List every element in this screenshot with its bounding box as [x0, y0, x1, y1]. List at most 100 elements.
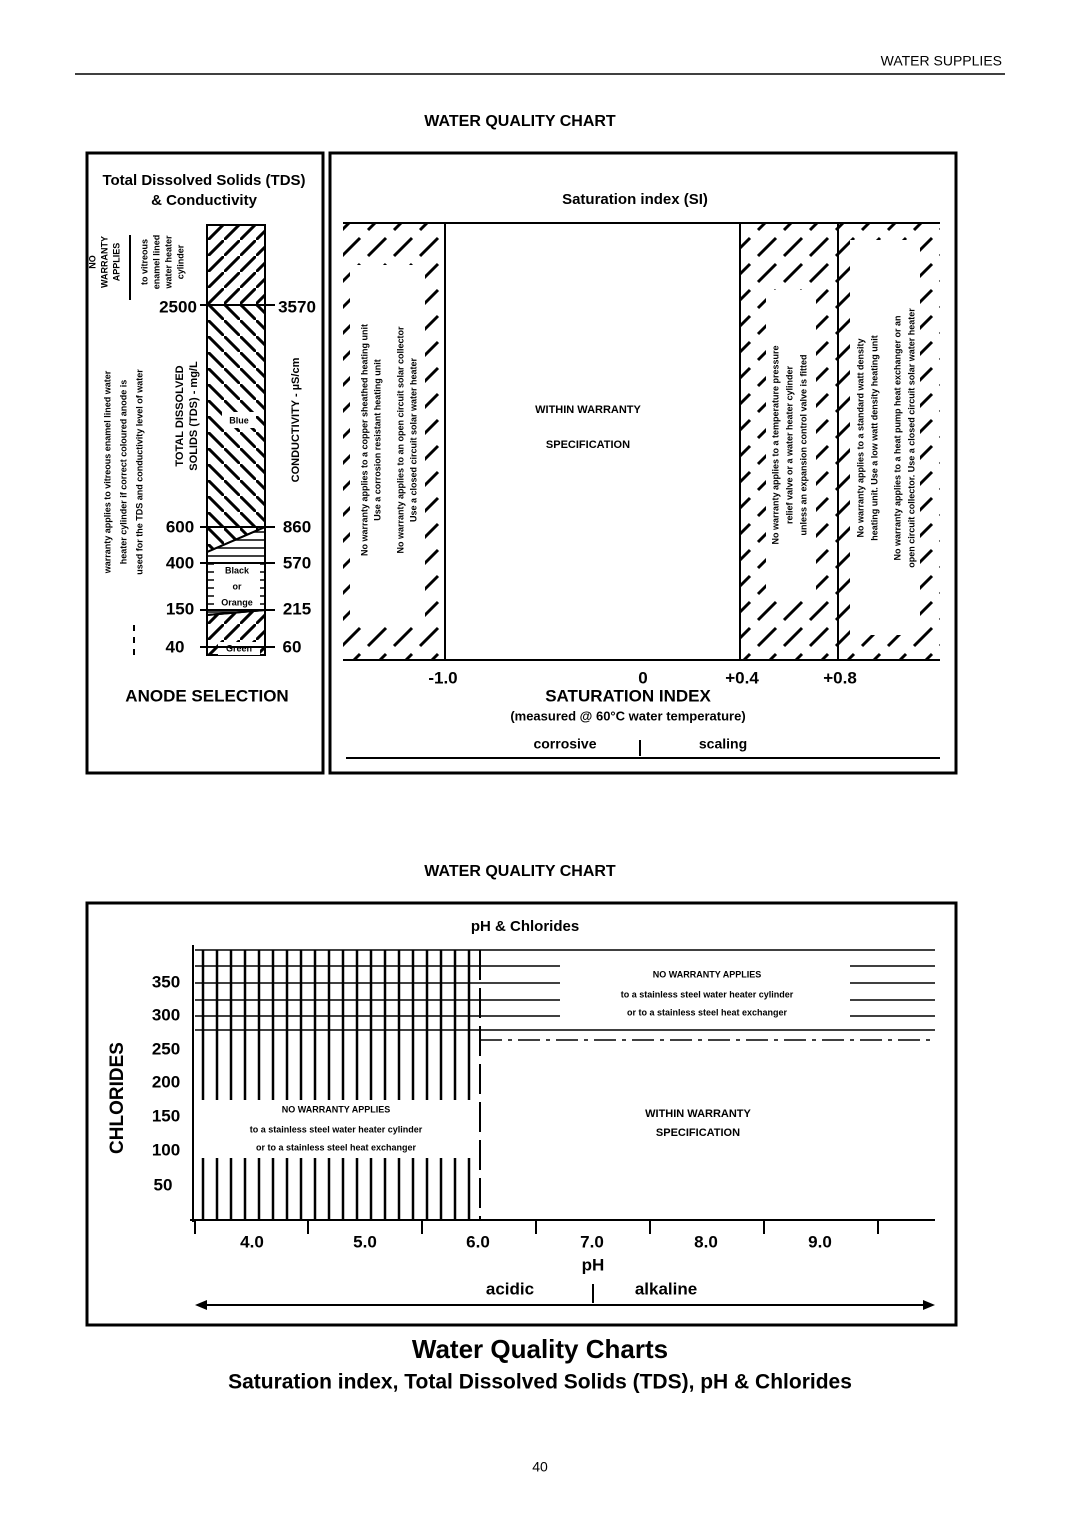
cond-tick: 215 [283, 599, 311, 618]
zone-note: No warranty applies to a heat pump heat … [892, 315, 902, 560]
panel-title: pH & Chlorides [471, 918, 579, 935]
no-warranty-note: NO [87, 255, 97, 269]
zone-note: No warranty applies to an open circuit s… [395, 326, 405, 554]
x-tick: 6.0 [466, 1232, 490, 1251]
label-bg [222, 412, 256, 428]
anode-label: Blue [229, 415, 249, 425]
cond-tick: 860 [283, 517, 311, 536]
si-chart: Saturation index (SI) No warranty applie… [343, 191, 940, 759]
zone-note: Use a corrosion resistant heating unit [372, 359, 382, 521]
tds-tick: 400 [166, 553, 194, 572]
zone-label: NO WARRANTY APPLIES [653, 969, 762, 979]
direction-label: scaling [699, 736, 747, 752]
si-tick: 0 [638, 668, 647, 687]
label-bg [850, 240, 920, 635]
zone-label: or to a stainless steel heat exchanger [627, 1007, 788, 1017]
warranty-note: warranty applies to vitreous enamel line… [102, 370, 112, 574]
cond-tick: 60 [283, 637, 302, 656]
label-bg [214, 562, 260, 610]
label-bg [766, 290, 816, 600]
zone-label: to a stainless steel water heater cylind… [250, 1124, 423, 1134]
zone-note: unless an expansion control valve is fit… [798, 354, 808, 535]
tds-axis-label: TOTAL DISSOLVED [174, 365, 186, 466]
chart-title: WATER QUALITY CHART [424, 863, 616, 880]
zone-note: No warranty applies to a standard watt d… [855, 338, 865, 537]
arrow-head [923, 1300, 935, 1310]
label-bg [560, 965, 850, 1025]
no-warranty-zone [195, 950, 480, 1220]
y-tick: 300 [152, 1005, 180, 1024]
panel-footer: ANODE SELECTION [125, 686, 288, 705]
label-bg [200, 1100, 472, 1158]
si-tick: +0.8 [823, 668, 857, 687]
tds-tick: 600 [166, 517, 194, 536]
direction-label: alkaline [635, 1279, 697, 1298]
page-number: 40 [532, 1459, 548, 1475]
si-panel [328, 151, 958, 775]
panel-title: Total Dissolved Solids (TDS) [102, 172, 305, 189]
axis-note: (measured @ 60°C water temperature) [510, 708, 745, 723]
blue-anode-zone [206, 304, 266, 554]
axis-title: SATURATION INDEX [545, 686, 711, 705]
y-tick: 100 [152, 1140, 180, 1159]
anode-label: Green [226, 643, 252, 653]
cond-tick: 3570 [278, 297, 316, 316]
anode-label: or [233, 581, 242, 591]
x-tick: 5.0 [353, 1232, 377, 1251]
zone-label: SPECIFICATION [656, 1127, 740, 1139]
label-bg [218, 642, 260, 655]
tds-tick: 150 [166, 599, 194, 618]
y-tick: 350 [152, 972, 180, 991]
no-warranty-note: enamel lined [151, 235, 161, 290]
x-axis-title: pH [582, 1255, 605, 1274]
y-tick: 250 [152, 1039, 180, 1058]
direction-label: corrosive [533, 736, 596, 752]
zone-note: open circuit collector. Use a closed cir… [906, 308, 916, 568]
warranty-note: used for the TDS and conductivity level … [134, 369, 144, 575]
direction-label: acidic [486, 1279, 534, 1298]
tds-chart: Total Dissolved Solids (TDS) & Conductiv… [87, 172, 316, 706]
y-tick: 50 [154, 1175, 173, 1194]
y-tick: 200 [152, 1072, 180, 1091]
x-tick: 7.0 [580, 1232, 604, 1251]
section-header: WATER SUPPLIES [881, 53, 1002, 69]
si-tick: +0.4 [725, 668, 759, 687]
no-warranty-zone [206, 224, 266, 306]
tds-tick: 2500 [159, 297, 197, 316]
no-warranty-note: water heater [163, 235, 173, 290]
cond-tick: 570 [283, 553, 311, 572]
ph-chart: pH & Chlorides NO WARRANTY APPLIES to a … [107, 918, 935, 1310]
no-warranty-note: to vitreous [139, 239, 149, 285]
zone-label: to a stainless steel water heater cylind… [621, 989, 794, 999]
zone-label: or to a stainless steel heat exchanger [256, 1142, 417, 1152]
tds-tick: 40 [166, 637, 185, 656]
warranty-note: heater cylinder if correct coloured anod… [118, 380, 128, 565]
zone-note: Use a closed circuit solar water heater [408, 357, 418, 522]
x-tick: 8.0 [694, 1232, 718, 1251]
cond-axis-label: CONDUCTIVITY - µS/cm [290, 357, 302, 482]
label-bg [350, 265, 425, 625]
zone-label: NO WARRANTY APPLIES [282, 1104, 391, 1114]
y-tick: 150 [152, 1106, 180, 1125]
zone-label: WITHIN WARRANTY [645, 1108, 751, 1120]
chart-title: WATER QUALITY CHART [424, 113, 616, 130]
ph-panel [85, 901, 958, 1327]
x-tick: 9.0 [808, 1232, 832, 1251]
zone-note: relief valve or a water heater cylinder [784, 365, 794, 524]
no-warranty-note: APPLIES [111, 243, 121, 282]
caption-title: Water Quality Charts [412, 1334, 668, 1364]
tds-panel [85, 151, 325, 775]
zone-note: No warranty applies to a copper sheathed… [359, 324, 369, 556]
arrow-head [195, 1300, 207, 1310]
zone-note: No warranty applies to a temperature pre… [770, 345, 780, 544]
panel-title: Saturation index (SI) [562, 191, 708, 208]
y-axis-title: CHLORIDES [107, 1042, 128, 1154]
caption-subtitle: Saturation index, Total Dissolved Solids… [228, 1371, 852, 1394]
zone-label: WITHIN WARRANTY [535, 404, 641, 416]
x-tick: 4.0 [240, 1232, 264, 1251]
panel-subtitle: & Conductivity [151, 192, 257, 209]
no-warranty-note: WARRANTY [99, 236, 109, 288]
no-warranty-note: cylinder [175, 244, 185, 279]
anode-label: Orange [221, 597, 253, 607]
